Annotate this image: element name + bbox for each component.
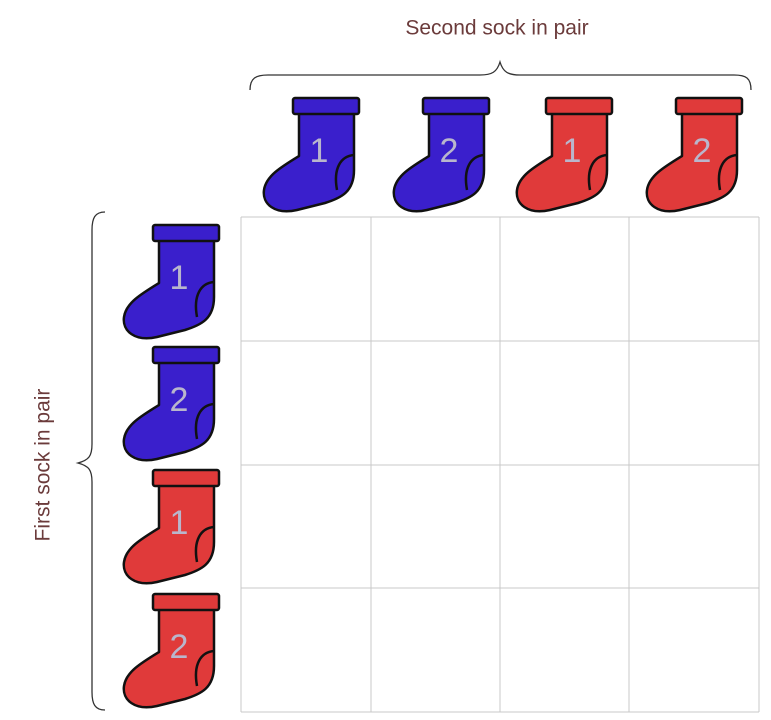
sock-number: 1 (170, 504, 189, 542)
sock: 2 (122, 345, 221, 462)
sock: 1 (515, 96, 614, 213)
sock: 2 (392, 96, 491, 213)
sock-body (122, 360, 216, 462)
sock-number: 2 (693, 132, 712, 170)
sock-body (122, 238, 216, 340)
sock-body (122, 483, 216, 585)
sock-heel (717, 153, 738, 191)
sock-heel (194, 525, 215, 563)
sock-body (392, 111, 486, 213)
top-label: Second sock in pair (405, 17, 588, 40)
sock-heel (194, 280, 215, 318)
sock: 1 (262, 96, 361, 213)
left-brace (75, 211, 106, 711)
sock-cuff (674, 96, 744, 116)
sock-cuff (544, 96, 614, 116)
sock-heel (194, 649, 215, 687)
sock: 1 (122, 468, 221, 585)
sock-body (262, 111, 356, 213)
sock-heel (464, 153, 485, 191)
sock-body (122, 607, 216, 709)
grid (240, 216, 760, 713)
sock-number: 1 (310, 132, 329, 170)
socks: 1 2 1 2 1 2 1 2 (122, 96, 744, 709)
sock-heel (587, 153, 608, 191)
sock: 2 (645, 96, 744, 213)
sock: 2 (122, 592, 221, 709)
sock-heel (194, 402, 215, 440)
sock-cuff (291, 96, 361, 116)
sock-body (515, 111, 609, 213)
sock-cuff (151, 223, 221, 243)
sock-body (645, 111, 739, 213)
sock: 1 (122, 223, 221, 340)
sock-number: 2 (170, 628, 189, 666)
sock-cuff (151, 592, 221, 612)
sock-number: 2 (170, 381, 189, 419)
sock-cuff (151, 468, 221, 488)
left-label: First sock in pair (32, 389, 55, 542)
sock-heel (334, 153, 355, 191)
sock-cuff (421, 96, 491, 116)
top-brace (249, 59, 752, 91)
sock-number: 2 (440, 132, 459, 170)
sock-number: 1 (170, 259, 189, 297)
sock-cuff (151, 345, 221, 365)
sock-number: 1 (563, 132, 582, 170)
